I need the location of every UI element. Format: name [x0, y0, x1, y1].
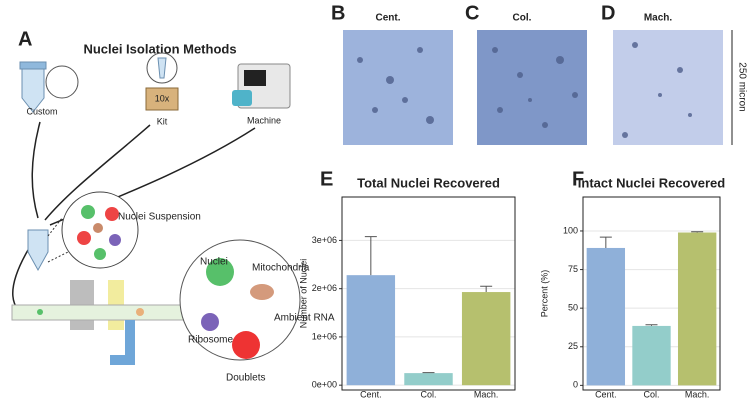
panel-label: Col.: [513, 13, 532, 24]
micrograph: [343, 30, 733, 145]
plot-frame: [341, 196, 516, 391]
error-bar: [691, 231, 704, 233]
y-tick-label: 50: [568, 303, 578, 313]
chart-title: Total Nuclei Recovered: [357, 175, 500, 190]
method-label: Kit: [157, 116, 168, 126]
component-label: Ambient RNA: [274, 313, 335, 324]
error-bar: [645, 324, 658, 326]
custom-tube: [19, 61, 79, 113]
bar: [632, 325, 671, 386]
chart-title: Intact Nuclei Recovered: [578, 175, 725, 190]
x-tick-label: Col.: [420, 389, 436, 399]
kit-box: [145, 52, 179, 111]
x-tick-label: Mach.: [474, 389, 499, 399]
panel-letter: C: [465, 2, 479, 24]
method-label: Custom: [26, 106, 57, 116]
y-axis-label: Percent (%): [539, 270, 549, 318]
panel-letter: B: [331, 2, 345, 24]
y-tick-label: 100: [563, 225, 578, 235]
panel-letter: E: [320, 168, 333, 190]
x-tick-label: Col.: [643, 389, 659, 399]
scale-label: 250 micron: [736, 62, 747, 111]
panel-letter: A: [18, 28, 32, 50]
suspension-label: Nuclei Suspension: [118, 212, 201, 223]
panel-label: Mach.: [644, 13, 673, 24]
plot-frame: [582, 196, 721, 391]
y-tick-label: 25: [568, 341, 578, 351]
method-label: Machine: [247, 115, 281, 125]
bar: [677, 232, 717, 386]
panel-letter: F: [572, 168, 584, 190]
panel-letter: D: [601, 2, 615, 24]
component-label: Nuclei: [200, 257, 228, 268]
bar: [346, 275, 396, 386]
panel-label: Cent.: [376, 13, 401, 24]
y-axis-label: Number of Nuclei: [298, 259, 308, 329]
y-tick-label: 75: [568, 264, 578, 274]
component-label: Doublets: [226, 373, 265, 384]
suspension-tube: [27, 191, 139, 272]
y-tick-label: 1e+06: [312, 331, 337, 341]
error-bar: [480, 285, 493, 293]
kit-box-label: 10x: [155, 93, 170, 103]
y-tick-label: 0: [573, 380, 578, 390]
x-tick-label: Cent.: [595, 389, 617, 399]
bar: [461, 292, 511, 386]
y-tick-label: 2e+06: [312, 283, 337, 293]
bar: [586, 247, 626, 386]
error-bar: [364, 236, 377, 276]
component-label: Mitochondria: [252, 263, 310, 274]
panel-title: Nuclei Isolation Methods: [83, 41, 236, 56]
microfluidic-channel: [11, 239, 301, 365]
error-bar: [599, 236, 612, 248]
y-tick-label: 0e+00: [312, 380, 337, 390]
x-tick-label: Mach.: [685, 389, 710, 399]
y-tick-label: 3e+06: [312, 235, 337, 245]
x-tick-label: Cent.: [360, 389, 382, 399]
component-label: Ribosome: [188, 335, 233, 346]
bar: [404, 373, 453, 386]
machine: [232, 63, 291, 109]
